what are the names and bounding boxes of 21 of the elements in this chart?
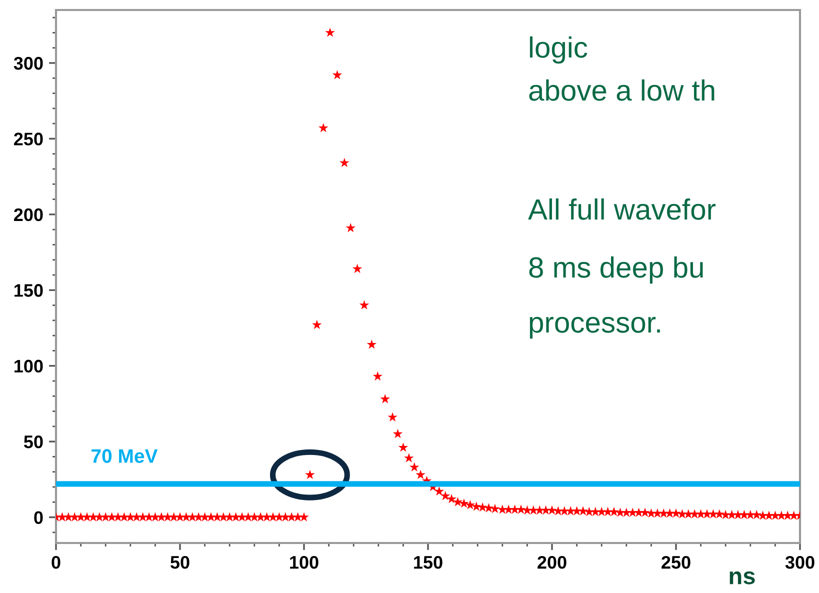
y-tick-label: 150: [14, 284, 43, 297]
y-tick-label: 50: [24, 435, 43, 448]
y-tick-label: 0: [34, 511, 43, 524]
x-axis-title: ns: [730, 571, 755, 584]
x-tick-label: 0: [52, 556, 60, 569]
annotation: All full wavefor: [528, 198, 716, 220]
x-tick-label: 250: [662, 556, 690, 569]
x-tick-label: 150: [414, 556, 442, 569]
x-tick-label: 50: [170, 556, 190, 569]
ref-line-label: 70 MeV: [92, 449, 158, 463]
annotation: logic: [530, 36, 588, 64]
y-tick-label: 250: [14, 132, 43, 146]
x-tick-label: 300: [785, 556, 814, 569]
annotation: above a low th: [529, 79, 714, 101]
x-tick-label: 200: [538, 556, 566, 569]
annotation: 8 ms deep bu: [529, 256, 703, 284]
annotation: processor.: [530, 316, 660, 339]
y-tick-label: 100: [14, 360, 43, 373]
x-tick-label: 100: [290, 556, 318, 569]
y-tick-label: 200: [14, 208, 43, 222]
y-tick-label: 300: [14, 56, 43, 70]
